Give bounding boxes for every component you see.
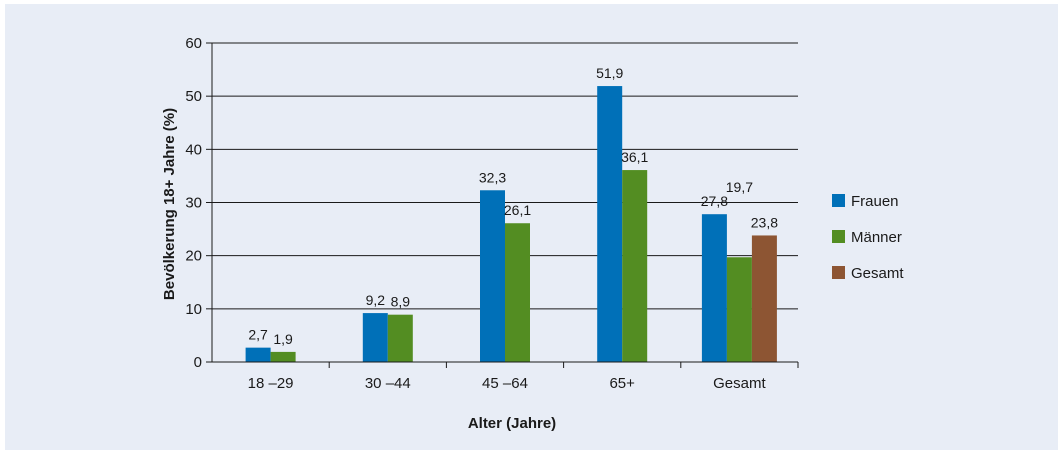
data-label: 23,8 <box>751 214 778 230</box>
bar-frauen-1 <box>362 313 388 362</box>
x-tick-label: 65+ <box>609 375 635 392</box>
x-axis-title: Alter (Jahre) <box>468 415 556 432</box>
bar-frauen-3 <box>597 86 623 362</box>
x-tick-labels: 18 –29 30 –44 45 –64 65+ Gesamt <box>248 375 767 392</box>
axes <box>206 42 799 368</box>
bar-frauen-2 <box>480 190 505 362</box>
y-tick-label: 0 <box>194 354 202 371</box>
y-tick-labels: 0 10 20 30 40 50 60 <box>185 35 202 371</box>
legend-label: Männer <box>851 229 902 246</box>
bar-mnner-1 <box>387 314 413 362</box>
data-label: 19,7 <box>726 179 753 195</box>
data-label: 32,3 <box>479 169 506 185</box>
y-tick-label: 10 <box>185 301 202 318</box>
chart-panel <box>5 4 1058 450</box>
data-label: 9,2 <box>366 292 386 308</box>
x-tick-label: 45 –64 <box>482 375 528 392</box>
bar-frauen-0 <box>245 347 271 362</box>
data-label: 36,1 <box>621 149 648 165</box>
y-tick-label: 50 <box>185 88 202 105</box>
legend-swatch-frauen <box>832 194 845 207</box>
y-tick-label: 30 <box>185 195 202 212</box>
bar-mnner-4 <box>726 257 752 362</box>
x-tick-label: 18 –29 <box>248 375 294 392</box>
y-axis-title: Bevölkerung 18+ Jahre (%) <box>161 108 178 300</box>
x-tick-label: Gesamt <box>713 375 766 392</box>
bar-mnner-2 <box>505 223 530 362</box>
legend: Frauen Männer Gesamt <box>832 193 904 282</box>
y-tick-label: 40 <box>185 141 202 158</box>
legend-swatch-gesamt <box>832 266 845 279</box>
data-label: 8,9 <box>391 294 411 310</box>
bar-mnner-3 <box>622 170 648 362</box>
legend-label: Frauen <box>851 193 899 210</box>
bar-gesamt-4 <box>751 235 777 362</box>
data-label: 2,7 <box>248 327 268 343</box>
legend-label: Gesamt <box>851 265 904 282</box>
bar-frauen-4 <box>701 214 727 362</box>
y-tick-label: 60 <box>185 35 202 52</box>
data-labels: 2,7 1,9 9,2 8,9 32,3 26,1 51,9 36,1 27,819,7 23,8 <box>248 65 778 347</box>
legend-swatch-mnner <box>832 230 845 243</box>
data-label: 27,8 <box>701 193 728 209</box>
bars <box>245 86 777 362</box>
data-label: 1,9 <box>273 331 293 347</box>
y-tick-label: 20 <box>185 248 202 265</box>
data-label: 51,9 <box>596 65 623 81</box>
bar-mnner-0 <box>270 351 296 362</box>
data-label: 26,1 <box>504 202 531 218</box>
x-tick-label: 30 –44 <box>365 375 411 392</box>
